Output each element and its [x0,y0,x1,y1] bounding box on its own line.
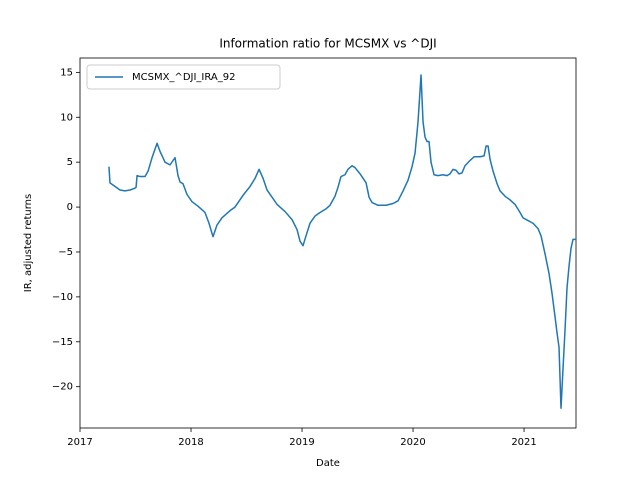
x-tick-label: 2020 [400,437,425,448]
legend-label: MCSMX_^DJI_IRA_92 [132,72,235,83]
y-tick-label: −20 [52,382,73,393]
y-tick-label: −10 [52,292,73,303]
y-tick-label: −15 [52,337,73,348]
y-tick-label: 10 [60,112,73,123]
plot-frame [79,57,577,429]
y-tick-label: 5 [67,157,73,168]
x-tick-label: 2018 [178,437,203,448]
y-tick-label: −5 [58,247,73,258]
y-tick-label: 15 [60,67,73,78]
y-tick-label: 0 [67,202,73,213]
y-axis-label: IR, adjusted returns [23,194,34,292]
x-axis-label: Date [316,458,340,469]
x-tick-label: 2019 [289,437,314,448]
legend-box [86,64,281,90]
data-line [108,74,576,409]
x-tick-label: 2021 [511,437,536,448]
chart-title: Information ratio for MCSMX vs ^DJI [219,37,436,51]
x-tick-label: 2017 [67,437,92,448]
